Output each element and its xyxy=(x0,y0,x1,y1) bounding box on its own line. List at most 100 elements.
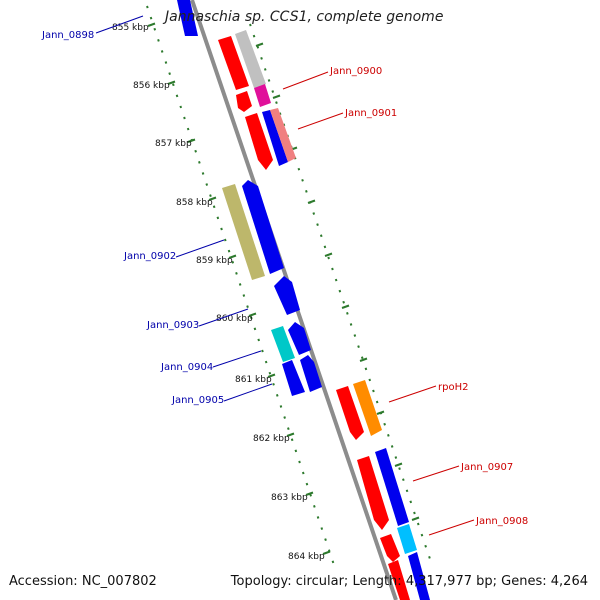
gene-feature-blue-e[interactable] xyxy=(300,355,322,392)
genome-title: Jannaschia sp. CCS1, complete genome xyxy=(165,9,444,25)
ruler-dot xyxy=(272,382,275,386)
ruler-dot xyxy=(420,533,424,537)
gene-labels: Jann_0898 Jann_0900 Jann_0901 Jann_0902 … xyxy=(41,30,528,527)
gene-label-jann-0901[interactable]: Jann_0901 xyxy=(344,108,397,119)
gene-feature-red-a[interactable] xyxy=(218,36,249,90)
ruler-major-tick xyxy=(267,373,276,378)
ruler-dot xyxy=(257,338,260,342)
ruler-dot xyxy=(223,238,227,242)
ruler-dot xyxy=(179,105,183,109)
gene-feature-rpoh2-red[interactable] xyxy=(336,386,364,440)
ruler-dot xyxy=(246,305,249,309)
gene-label-jann-0900[interactable]: Jann_0900 xyxy=(329,66,382,77)
gene-feature-blue-d[interactable] xyxy=(282,360,305,396)
gene-label-rpoh2[interactable]: rpoH2 xyxy=(438,382,468,393)
topology-label: Topology: xyxy=(230,574,292,589)
ruler-dot xyxy=(186,127,190,131)
genes-value: 4,264 xyxy=(550,574,588,589)
ruler-dot xyxy=(294,449,298,453)
gene-feature-jann-0904[interactable] xyxy=(271,326,295,362)
ruler-dot xyxy=(183,116,186,120)
ruler-dot xyxy=(360,356,364,360)
ruler-label-857: 857 kbp xyxy=(155,139,192,149)
gene-feature-red-d[interactable] xyxy=(380,534,400,562)
ruler-dot xyxy=(320,527,324,530)
ruler-dot xyxy=(201,172,205,175)
ruler-dot xyxy=(264,360,268,364)
genome-stats: Topology: circular; Length: 4,317,977 bp… xyxy=(230,574,588,589)
ruler-dot xyxy=(260,56,263,60)
ruler-dot xyxy=(212,205,216,209)
ruler-dot xyxy=(375,400,379,404)
gene-label-jann-0902[interactable]: Jann_0902 xyxy=(123,251,176,262)
ruler-dot xyxy=(146,5,149,9)
ruler-dot xyxy=(405,489,409,493)
ruler-dot xyxy=(298,460,301,464)
ruler-dot xyxy=(394,456,398,459)
accession-value: NC_007802 xyxy=(81,574,157,589)
gene-feature-jann-0898[interactable] xyxy=(177,0,198,36)
ruler-label-862: 862 kbp xyxy=(253,434,290,444)
ruler-dot xyxy=(413,511,416,515)
ruler-label-860: 860 kbp xyxy=(216,314,253,324)
ruler-dot xyxy=(242,294,246,297)
ruler-major-tick xyxy=(305,491,314,496)
gene-label-jann-0907[interactable]: Jann_0907 xyxy=(460,462,513,473)
gene-feature-blue-f[interactable] xyxy=(408,552,430,600)
ruler-dot xyxy=(209,194,212,198)
ruler-label-861: 861 kbp xyxy=(235,375,272,385)
ruler-dot xyxy=(316,223,319,227)
ruler-dot xyxy=(334,278,338,282)
left-ruler-track xyxy=(146,5,335,564)
gene-feature-jann-0907[interactable] xyxy=(375,448,409,526)
gene-label-jann-0903[interactable]: Jann_0903 xyxy=(146,320,199,331)
gene-feature-cyan[interactable] xyxy=(397,524,417,554)
ruler-dot xyxy=(172,83,175,87)
ruler-major-tick xyxy=(341,304,350,309)
ruler-dot xyxy=(263,68,267,71)
ruler-dot xyxy=(231,260,235,264)
ruler-dot xyxy=(290,438,294,442)
ruler-dot xyxy=(278,112,282,116)
ruler-dot xyxy=(372,389,375,393)
ruler-major-tick xyxy=(286,432,295,437)
ruler-dot xyxy=(387,433,390,437)
gene-feature-red-b[interactable] xyxy=(245,113,273,170)
gene-feature-grey[interactable] xyxy=(235,30,266,88)
gene-feature-red-c[interactable] xyxy=(357,456,389,530)
ruler-dot xyxy=(267,79,271,82)
ruler-label-859: 859 kbp xyxy=(196,256,233,266)
ruler-dot xyxy=(398,467,401,471)
gene-feature-blue-long[interactable] xyxy=(242,180,284,274)
ruler-label-855: 855 kbp xyxy=(112,23,149,33)
gene-feature-red-e[interactable] xyxy=(388,560,410,600)
ruler-dot xyxy=(275,393,279,397)
gene-feature-blue-b[interactable] xyxy=(274,276,300,315)
ruler-major-tick xyxy=(359,357,368,362)
gene-feature-blue-c[interactable] xyxy=(288,322,311,355)
ruler-dot xyxy=(283,416,286,419)
ruler-dot xyxy=(216,216,220,220)
ruler-major-tick xyxy=(228,254,237,259)
gene-feature-magenta[interactable] xyxy=(254,84,271,107)
gene-feature-pink[interactable] xyxy=(270,108,296,162)
ruler-dot xyxy=(313,504,316,508)
ruler-dot xyxy=(324,538,327,542)
ruler-major-tick xyxy=(255,42,264,47)
gene-feature-rpoh2[interactable] xyxy=(353,380,382,436)
ruler-dot xyxy=(168,72,171,76)
gene-features xyxy=(177,0,430,600)
gene-label-jann-0908[interactable]: Jann_0908 xyxy=(475,516,528,527)
accession-info: Accession: NC_007802 xyxy=(9,574,157,589)
ruler-major-tick xyxy=(272,94,281,99)
ruler-dot xyxy=(309,493,312,497)
gene-label-jann-0904[interactable]: Jann_0904 xyxy=(160,362,213,373)
gene-feature-blue-a[interactable] xyxy=(262,110,288,166)
ruler-label-864: 864 kbp xyxy=(288,552,325,562)
gene-feature-jann-0902[interactable] xyxy=(222,184,265,280)
gene-label-jann-0905[interactable]: Jann_0905 xyxy=(171,395,224,406)
ruler-dot xyxy=(416,522,420,526)
gene-feature-red-small[interactable] xyxy=(236,91,252,112)
ruler-major-tick xyxy=(187,138,196,143)
gene-label-jann-0898[interactable]: Jann_0898 xyxy=(41,30,94,41)
